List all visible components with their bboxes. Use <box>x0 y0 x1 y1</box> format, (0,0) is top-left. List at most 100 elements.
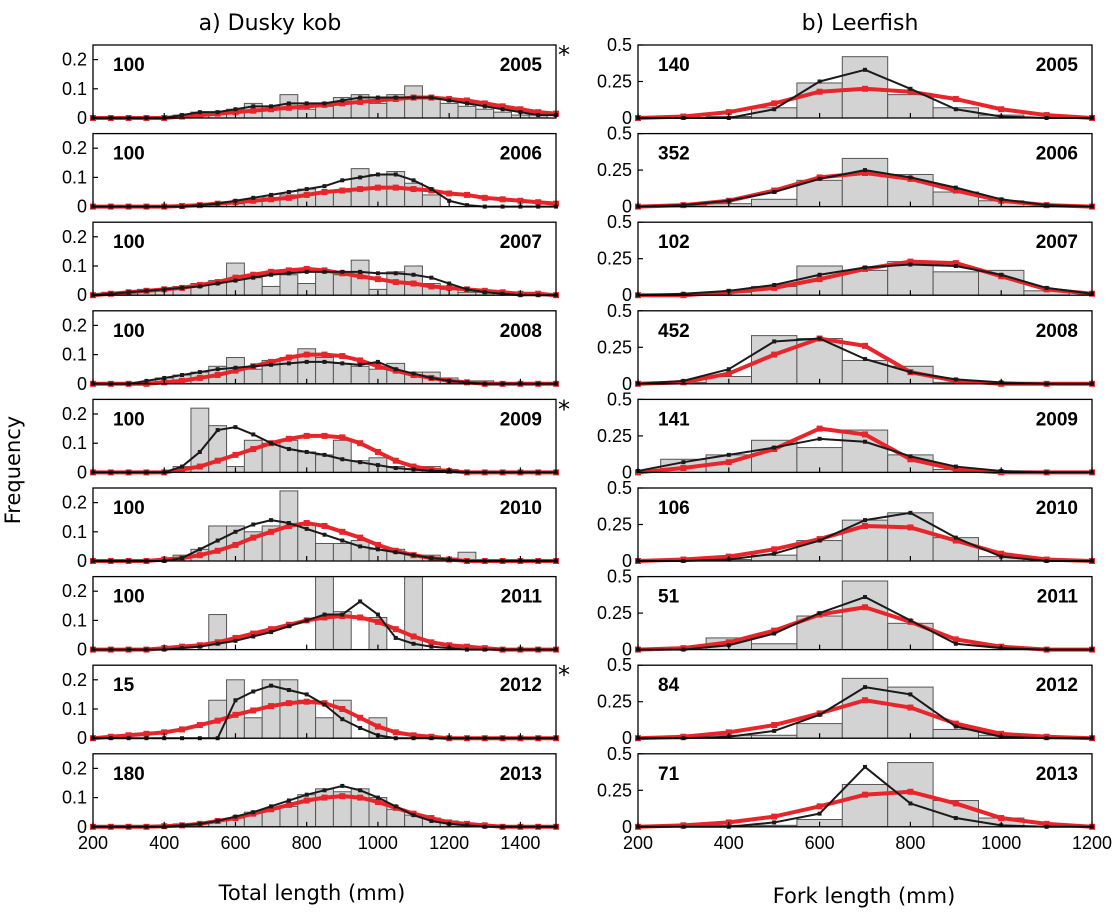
fitted-curve-marker <box>998 106 1005 113</box>
y-tick-label: 0.2 <box>62 581 87 601</box>
fitted-curve-marker <box>374 723 381 730</box>
column-title-dusky-kob: a) Dusky kob <box>199 11 342 36</box>
observed-curve-marker <box>393 172 398 177</box>
panel-frame <box>92 132 557 208</box>
observed-curve-marker <box>340 612 345 617</box>
observed-curve-marker <box>536 113 541 118</box>
histogram-bar <box>751 198 798 208</box>
histogram-bar <box>315 454 334 473</box>
fitted-curve-marker <box>771 351 778 358</box>
fitted-curve-marker <box>374 448 381 455</box>
fitted-curve-marker <box>998 815 1005 822</box>
observed-curve-marker <box>1044 285 1049 290</box>
significance-star: * <box>558 41 570 69</box>
observed-curve-marker <box>251 104 256 109</box>
fitted-curve-marker <box>392 729 399 736</box>
histogram-bar <box>315 788 334 828</box>
observed-curve-marker <box>953 464 958 469</box>
observed-curve-marker <box>180 285 185 290</box>
y-tick-label: 0 <box>77 640 87 660</box>
fitted-curve-marker <box>125 732 132 739</box>
observed-curve-marker <box>447 198 452 203</box>
fitted-curve-marker <box>268 106 275 113</box>
y-tick-label: 0.2 <box>62 670 87 690</box>
observed-curve-marker <box>358 175 363 180</box>
observed-curve-marker <box>411 178 416 183</box>
observed-curve-marker <box>953 185 958 190</box>
histogram-bar <box>315 105 334 119</box>
year-label: 2009 <box>500 409 542 430</box>
fitted-curve-marker <box>725 639 732 646</box>
y-tick-label: 0.1 <box>62 256 87 276</box>
observed-curve-marker <box>269 441 274 446</box>
fitted-curve-marker <box>463 643 470 650</box>
observed-curve-marker <box>772 728 777 733</box>
panel-frame <box>92 44 557 119</box>
fitted-curve-marker <box>357 98 364 105</box>
y-tick-label: 0.5 <box>607 212 632 232</box>
year-label: 2011 <box>1037 587 1079 608</box>
observed-curve-marker <box>215 818 220 823</box>
y-tick-label: 0.25 <box>597 515 632 535</box>
observed-curve-marker <box>322 452 327 457</box>
fitted-curve-marker <box>952 720 959 727</box>
observed-curve-marker <box>772 631 777 636</box>
observed-curve-marker <box>304 359 309 364</box>
sample-size-label: 84 <box>658 675 680 696</box>
observed-curve-marker <box>215 281 220 286</box>
y-tick-label: 0.2 <box>62 50 87 70</box>
fitted-curve-marker <box>952 96 959 103</box>
fitted-curve-marker <box>250 534 257 541</box>
x-tick-label: 200 <box>623 833 653 853</box>
panel-frame <box>92 575 557 651</box>
histogram-bar <box>350 365 370 385</box>
histogram-bar <box>243 717 263 739</box>
histogram-bar <box>841 783 889 828</box>
y-tick-label: 0.25 <box>597 603 632 623</box>
fitted-curve-marker <box>285 801 292 808</box>
panel-leerfish-2010: 0 0.25 0.5 106 2010 <box>597 478 1095 571</box>
fitted-curve-marker <box>303 432 310 439</box>
fitted-curve-marker <box>446 190 453 197</box>
sample-size-label: 180 <box>113 764 145 785</box>
column-title-leerfish: b) Leerfish <box>802 11 919 36</box>
significance-star: * <box>558 395 570 423</box>
histogram-bar <box>279 439 299 473</box>
fitted-curve-marker <box>357 186 364 193</box>
histogram-bar <box>841 580 889 651</box>
fitted-curve-marker <box>428 283 435 290</box>
observed-curve-marker <box>340 361 345 366</box>
observed-curve-marker <box>358 544 363 549</box>
x-tick-label: 800 <box>895 833 925 853</box>
observed-curve-marker <box>286 271 291 276</box>
observed-curve-marker <box>772 445 777 450</box>
y-tick-label: 0.25 <box>597 426 632 446</box>
observed-curve-marker <box>908 454 913 459</box>
y-tick-label: 0 <box>77 108 87 128</box>
x-tick-label: 1200 <box>1072 833 1112 853</box>
observed-curve-marker <box>411 641 416 646</box>
panel-dusky-kob-2007: 0 0.1 0.2 100 2007 <box>62 221 559 305</box>
fitted-curve-marker <box>268 358 275 365</box>
fitted-curve-marker <box>499 196 506 203</box>
fitted-curve-marker <box>285 194 292 201</box>
fitted-curve-marker <box>232 274 239 281</box>
observed-curve-marker <box>233 198 238 203</box>
fitted-curve-marker <box>374 363 381 370</box>
fitted-curve-marker <box>374 184 381 191</box>
y-tick-label: 0.1 <box>62 699 87 719</box>
observed-curve-marker <box>180 373 185 378</box>
panel-dusky-kob-2012: 0 0.1 0.2 15 2012 * <box>62 661 570 748</box>
observed-curve-marker <box>908 692 913 697</box>
observed-curve-marker <box>908 618 913 623</box>
panel-frame <box>92 221 557 296</box>
y-tick-label: 0.2 <box>62 227 87 247</box>
observed-curve-marker <box>286 521 291 526</box>
observed-curve-marker <box>817 811 822 816</box>
observed-curve-marker <box>304 692 309 697</box>
y-axis-title: Frequency <box>1 416 25 525</box>
sample-size-label: 100 <box>113 144 145 165</box>
histogram-bar <box>332 362 352 385</box>
panel-dusky-kob-2006: 0 0.1 0.2 100 2006 <box>62 132 559 217</box>
fitted-curve-marker <box>303 351 310 358</box>
